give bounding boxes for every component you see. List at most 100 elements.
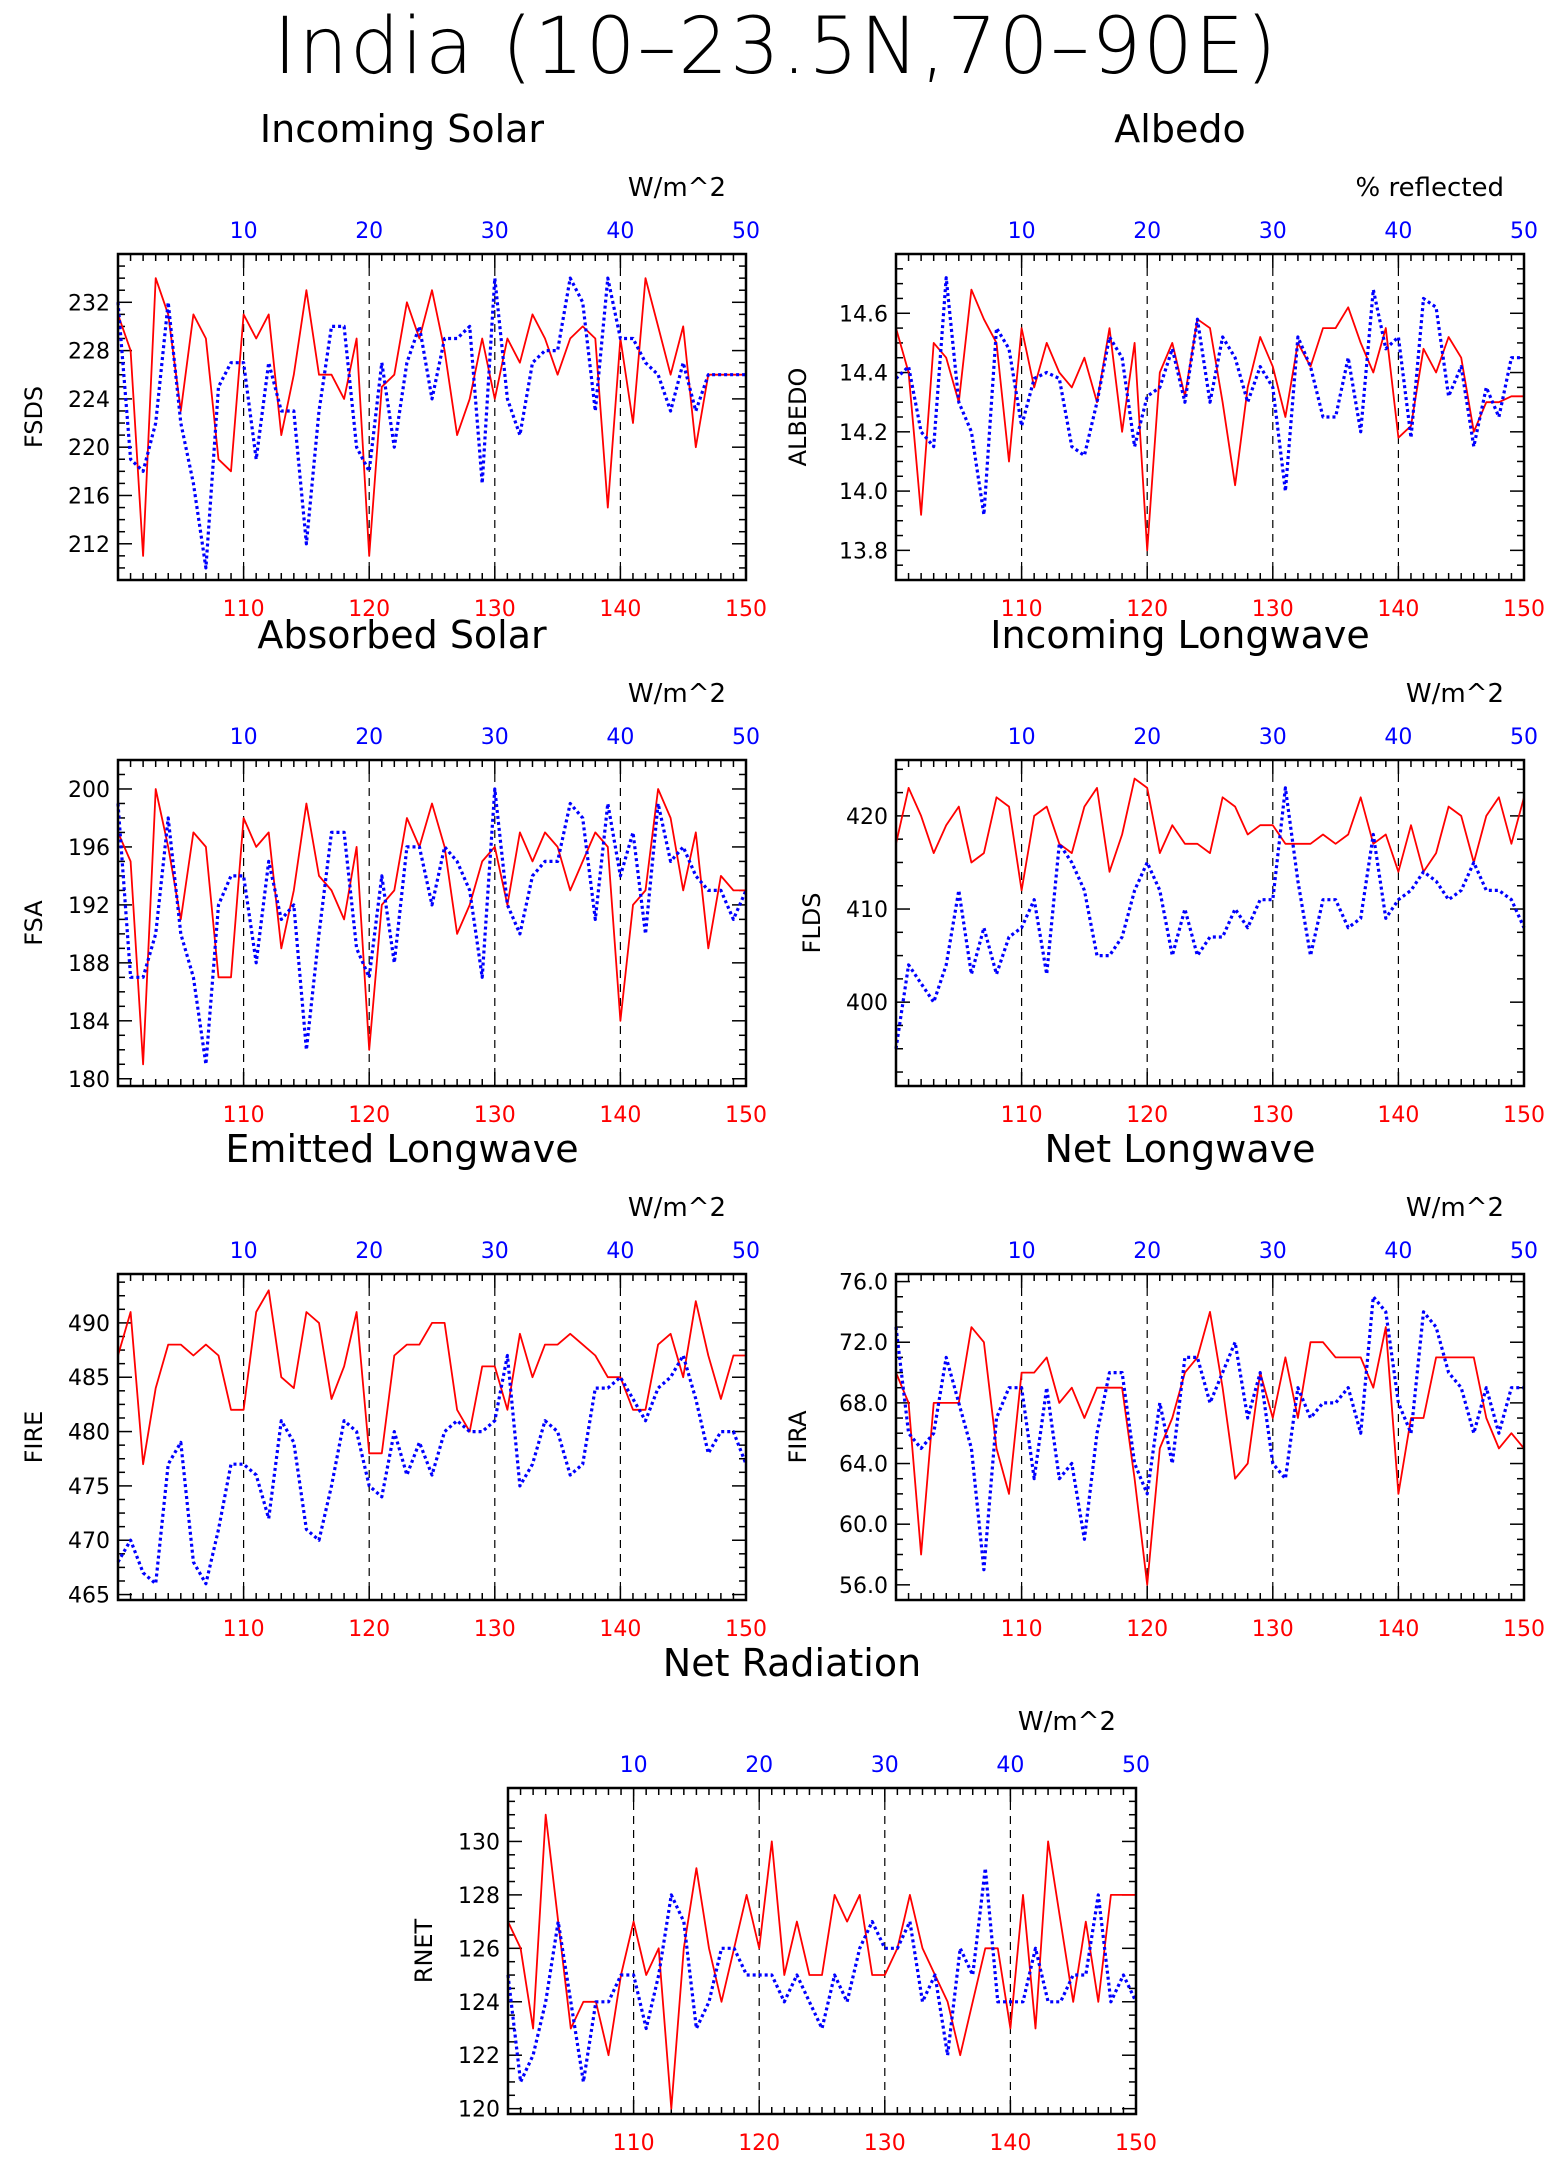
y-tick-label: 192 <box>68 894 110 919</box>
y-tick-label: 485 <box>68 1366 110 1391</box>
units-label: W/m^2 <box>1018 1707 1116 1737</box>
series-line-dotted <box>894 276 1524 517</box>
series-line-dotted <box>116 276 746 570</box>
y-tick-label: 200 <box>68 778 110 803</box>
x-tick-label-bottom: 120 <box>738 2131 780 2156</box>
series-line-solid <box>117 277 746 557</box>
x-tick-label-bottom: 140 <box>989 2131 1031 2156</box>
y-tick-label: 122 <box>458 2044 500 2069</box>
panel-4: Incoming Longwave W/m^2 110 120 130 140 150 10 2… <box>798 613 1545 1128</box>
panel-title: Absorbed Solar <box>257 613 547 657</box>
x-tick-label-bottom: 130 <box>1252 1617 1294 1642</box>
y-tick-label: 14.6 <box>839 302 888 327</box>
x-tick-label-top: 30 <box>1259 219 1287 244</box>
x-tick-label-bottom: 110 <box>1001 597 1043 622</box>
y-tick-label: 224 <box>68 388 110 413</box>
units-label: W/m^2 <box>628 679 726 709</box>
plot-frame <box>506 1786 1138 2116</box>
series-line-solid <box>507 1813 1136 2110</box>
x-tick-label-top: 10 <box>620 1753 648 1778</box>
series-line-solid <box>895 288 1524 552</box>
y-tick-label: 130 <box>458 1830 500 1855</box>
x-tick-label-top: 50 <box>1510 725 1538 750</box>
x-tick-label-top: 50 <box>732 219 760 244</box>
x-tick-label-top: 10 <box>230 219 258 244</box>
x-tick-label-bottom: 150 <box>1503 1617 1545 1642</box>
x-tick-label-bottom: 130 <box>474 597 516 622</box>
x-tick-label-top: 30 <box>481 1239 509 1264</box>
panel-7: Net Radiation W/m^2 110 120 130 140 150 10 20 30 4… <box>410 1641 1157 2156</box>
x-tick-label-top: 20 <box>1133 725 1161 750</box>
y-tick-label: 420 <box>846 805 888 830</box>
y-tick-label: 232 <box>68 291 110 316</box>
x-tick-label-bottom: 130 <box>474 1103 516 1128</box>
plot-frame <box>894 758 1526 1088</box>
y-tick-label: 56.0 <box>839 1574 888 1599</box>
y-axis-label: ALBEDO <box>784 368 812 467</box>
x-tick-label-top: 40 <box>606 725 634 750</box>
units-label: % reflected <box>1356 173 1504 203</box>
y-tick-label: 470 <box>68 1529 110 1554</box>
y-tick-label: 124 <box>458 1991 500 2016</box>
x-tick-label-bottom: 150 <box>1115 2131 1157 2156</box>
x-tick-label-bottom: 120 <box>1126 1617 1168 1642</box>
y-tick-label: 228 <box>68 340 110 365</box>
x-tick-label-bottom: 130 <box>864 2131 906 2156</box>
x-tick-label-bottom: 150 <box>725 1617 767 1642</box>
y-tick-label: 216 <box>68 484 110 509</box>
x-tick-label-bottom: 110 <box>1001 1103 1043 1128</box>
y-tick-label: 13.8 <box>839 539 888 564</box>
y-tick-label: 180 <box>68 1068 110 1093</box>
y-tick-label: 64.0 <box>839 1453 888 1478</box>
x-tick-label-top: 30 <box>481 725 509 750</box>
x-tick-label-top: 50 <box>732 1239 760 1264</box>
y-tick-label: 14.4 <box>839 362 888 387</box>
x-tick-label-top: 10 <box>1008 219 1036 244</box>
y-tick-label: 212 <box>68 533 110 558</box>
series-line-solid <box>117 788 746 1066</box>
x-tick-label-bottom: 140 <box>599 1103 641 1128</box>
x-tick-label-top: 20 <box>1133 1239 1161 1264</box>
y-axis-label: FSA <box>20 900 48 946</box>
y-axis-label: FIRA <box>784 1410 812 1464</box>
x-tick-label-top: 40 <box>1384 725 1412 750</box>
x-tick-label-bottom: 120 <box>348 1103 390 1128</box>
units-label: W/m^2 <box>628 1193 726 1223</box>
y-axis-label: FSDS <box>20 386 48 448</box>
x-tick-label-bottom: 120 <box>1126 597 1168 622</box>
panel-title: Emitted Longwave <box>225 1127 578 1171</box>
x-tick-label-top: 30 <box>871 1753 899 1778</box>
panel-2: Albedo % reflected 110 120 130 140 150 10 20 30 40… <box>784 107 1545 622</box>
y-tick-label: 188 <box>68 952 110 977</box>
x-tick-label-bottom: 130 <box>1252 1103 1294 1128</box>
plot-frame <box>894 1272 1526 1602</box>
x-tick-label-top: 40 <box>606 1239 634 1264</box>
x-tick-label-bottom: 120 <box>348 1617 390 1642</box>
plot-frame <box>116 1272 748 1602</box>
y-axis-label: RNET <box>410 1918 438 1983</box>
y-tick-label: 126 <box>458 1937 500 1962</box>
y-axis-label: FLDS <box>798 893 826 954</box>
x-tick-label-bottom: 140 <box>599 1617 641 1642</box>
x-tick-label-top: 30 <box>481 219 509 244</box>
y-tick-label: 128 <box>458 1884 500 1909</box>
y-tick-label: 490 <box>68 1312 110 1337</box>
plot-frame <box>116 252 748 582</box>
plot-frame <box>894 252 1526 582</box>
x-tick-label-bottom: 150 <box>1503 597 1545 622</box>
x-tick-label-bottom: 150 <box>1503 1103 1545 1128</box>
panel-title: Albedo <box>1114 107 1245 151</box>
panel-title: Incoming Longwave <box>990 613 1369 657</box>
series-line-solid <box>117 1289 746 1466</box>
x-tick-label-bottom: 150 <box>725 597 767 622</box>
units-label: W/m^2 <box>628 173 726 203</box>
x-tick-label-top: 20 <box>355 725 383 750</box>
y-tick-label: 14.2 <box>839 421 888 446</box>
panel-5: Emitted Longwave W/m^2 110 120 130 140 150 10 20… <box>20 1127 767 1642</box>
panel-1: Incoming Solar W/m^2 110 120 130 140 150 10 20 30… <box>20 107 767 622</box>
plot-frame <box>116 758 748 1088</box>
x-tick-label-top: 40 <box>606 219 634 244</box>
x-tick-label-top: 40 <box>996 1753 1024 1778</box>
x-tick-label-top: 40 <box>1384 1239 1412 1264</box>
